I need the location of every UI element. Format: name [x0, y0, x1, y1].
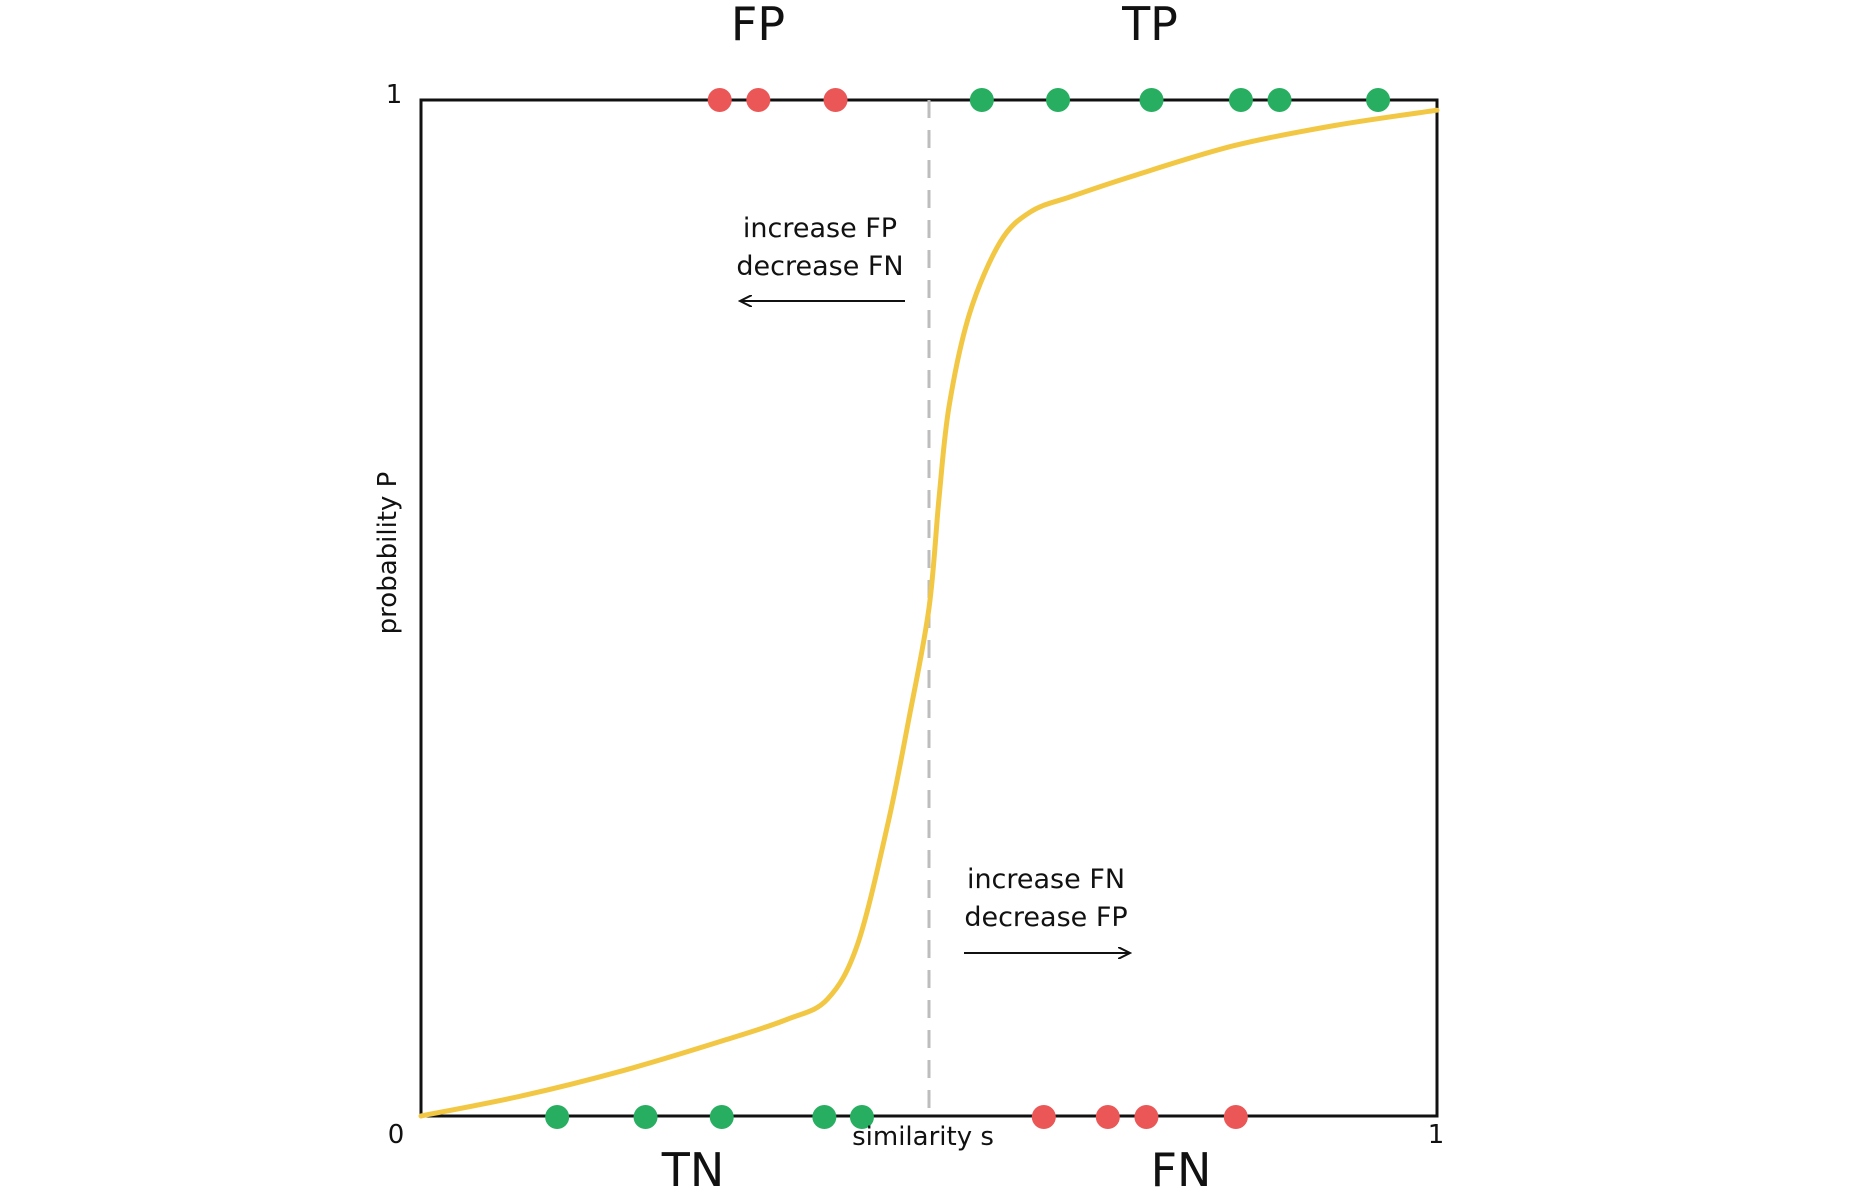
bottom-point-4 [849, 1105, 874, 1129]
x-tick-label-1: 1 [1428, 1120, 1445, 1150]
bottom-point-3 [812, 1105, 837, 1129]
bottom-point-1 [633, 1105, 658, 1129]
bottom-point-7 [1134, 1105, 1159, 1129]
bottom-point-6 [1095, 1105, 1120, 1129]
right-annotation-line2: decrease FP [964, 902, 1127, 933]
top-point-2 [823, 88, 848, 112]
bottom-point-8 [1223, 1105, 1248, 1129]
y-axis-label: probability P [373, 472, 403, 635]
x-tick-label-0: 0 [388, 1120, 405, 1150]
fp-quadrant-label: FP [731, 0, 785, 51]
bottom-point-0 [545, 1105, 570, 1129]
x-axis-label: similarity s [852, 1122, 994, 1152]
bottom-point-5 [1031, 1105, 1056, 1129]
y-tick-label-1: 1 [386, 80, 403, 110]
tn-quadrant-label: TN [661, 1143, 725, 1196]
fn-quadrant-label: FN [1151, 1143, 1212, 1196]
right-annotation-line1: increase FN [967, 864, 1125, 895]
tp-quadrant-label: TP [1121, 0, 1178, 51]
left-annotation-line1: increase FP [743, 213, 897, 244]
left-annotation-line2: decrease FN [736, 251, 903, 282]
top-point-6 [1228, 88, 1253, 112]
top-point-7 [1267, 88, 1292, 112]
top-point-1 [746, 88, 771, 112]
sigmoid-curve [418, 107, 1440, 1119]
top-point-3 [969, 88, 994, 112]
top-point-4 [1046, 88, 1071, 112]
top-point-0 [707, 88, 732, 112]
top-point-5 [1139, 88, 1164, 112]
bottom-point-2 [709, 1105, 734, 1129]
top-point-8 [1366, 88, 1391, 112]
